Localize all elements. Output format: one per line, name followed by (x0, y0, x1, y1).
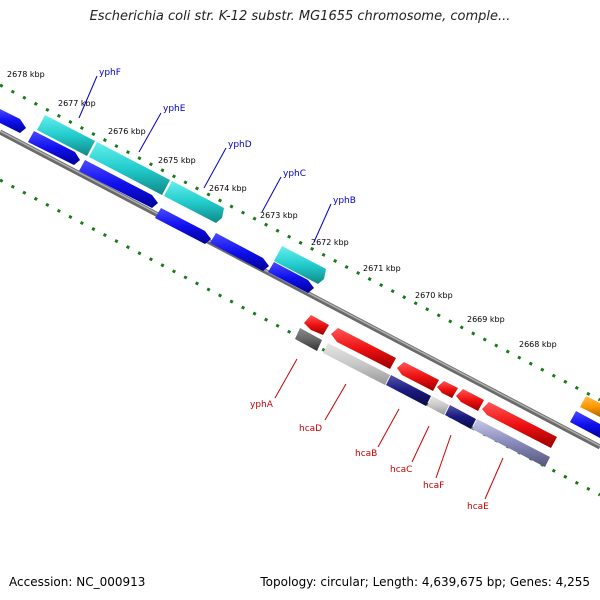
gene-label[interactable]: yphD (228, 140, 252, 150)
top-gene-labels: yphF yphE yphD yphC yphB (99, 68, 356, 206)
scale-label: 2670 kbp (415, 291, 453, 300)
gene-feature[interactable] (274, 246, 326, 284)
scale-label: 2677 kbp (58, 99, 96, 108)
topology-label: Topology: circular; Length: 4,639,675 bp… (260, 575, 590, 589)
gene-feature[interactable] (323, 343, 390, 385)
gene-feature[interactable] (427, 396, 449, 415)
bottom-label-leaders (274, 358, 504, 500)
scale-label: 2671 kbp (363, 264, 401, 273)
gene-label[interactable]: yphE (163, 104, 186, 114)
gene-feature[interactable] (445, 405, 476, 429)
gene-feature[interactable] (268, 262, 314, 293)
scale-label: 2669 kbp (467, 315, 505, 324)
gene-feature[interactable] (28, 131, 80, 165)
gene-feature[interactable] (437, 381, 458, 398)
scale-label: 2678 kbp (7, 70, 45, 79)
gene-feature[interactable] (570, 411, 600, 438)
scale-label: 2673 kbp (260, 211, 298, 220)
gene-feature[interactable] (304, 315, 329, 335)
gene-track-reverse (304, 315, 600, 448)
gene-feature[interactable] (386, 375, 431, 406)
gene-feature[interactable] (155, 208, 211, 244)
scale-labels: 2678 kbp 2677 kbp 2676 kbp 2675 kbp 2674… (7, 70, 557, 349)
scale-label: 2668 kbp (519, 340, 557, 349)
gene-label[interactable]: yphC (283, 169, 306, 179)
gene-label[interactable]: yphB (333, 196, 356, 206)
scale-label: 2674 kbp (209, 184, 247, 193)
top-label-leaders (78, 75, 332, 243)
gene-track-forward (0, 109, 600, 438)
cds-track-forward (37, 115, 326, 284)
gene-feature[interactable] (79, 160, 158, 208)
gene-feature[interactable] (580, 396, 600, 417)
gene-feature[interactable] (0, 109, 26, 133)
gene-feature[interactable] (331, 328, 396, 369)
accession-label: Accession: NC_000913 (9, 575, 146, 589)
gene-label[interactable]: hcaB (355, 449, 377, 459)
scale-label: 2675 kbp (158, 156, 196, 165)
gene-label[interactable]: yphF (99, 68, 121, 78)
gene-feature[interactable] (164, 181, 224, 223)
gene-feature[interactable] (482, 402, 557, 448)
gene-feature[interactable] (472, 419, 550, 467)
scale-track-outer (0, 83, 600, 402)
bottom-gene-labels: yphA hcaD hcaB hcaC hcaF hcaE (250, 400, 489, 512)
gene-feature[interactable] (37, 115, 95, 156)
gene-feature[interactable] (210, 233, 269, 271)
scale-label: 2672 kbp (311, 238, 349, 247)
gene-feature[interactable] (89, 142, 170, 195)
map-title: Escherichia coli str. K-12 substr. MG165… (89, 9, 511, 24)
scale-label: 2676 kbp (108, 127, 146, 136)
gene-label[interactable]: hcaF (423, 481, 444, 491)
cds-track-reverse (295, 328, 550, 467)
gene-label[interactable]: hcaC (390, 465, 412, 475)
gene-feature[interactable] (295, 328, 322, 351)
gene-label[interactable]: hcaE (467, 502, 489, 512)
gene-label[interactable]: hcaD (299, 424, 322, 434)
gene-feature[interactable] (397, 362, 439, 391)
gene-feature[interactable] (456, 389, 484, 411)
gene-label[interactable]: yphA (250, 400, 274, 410)
